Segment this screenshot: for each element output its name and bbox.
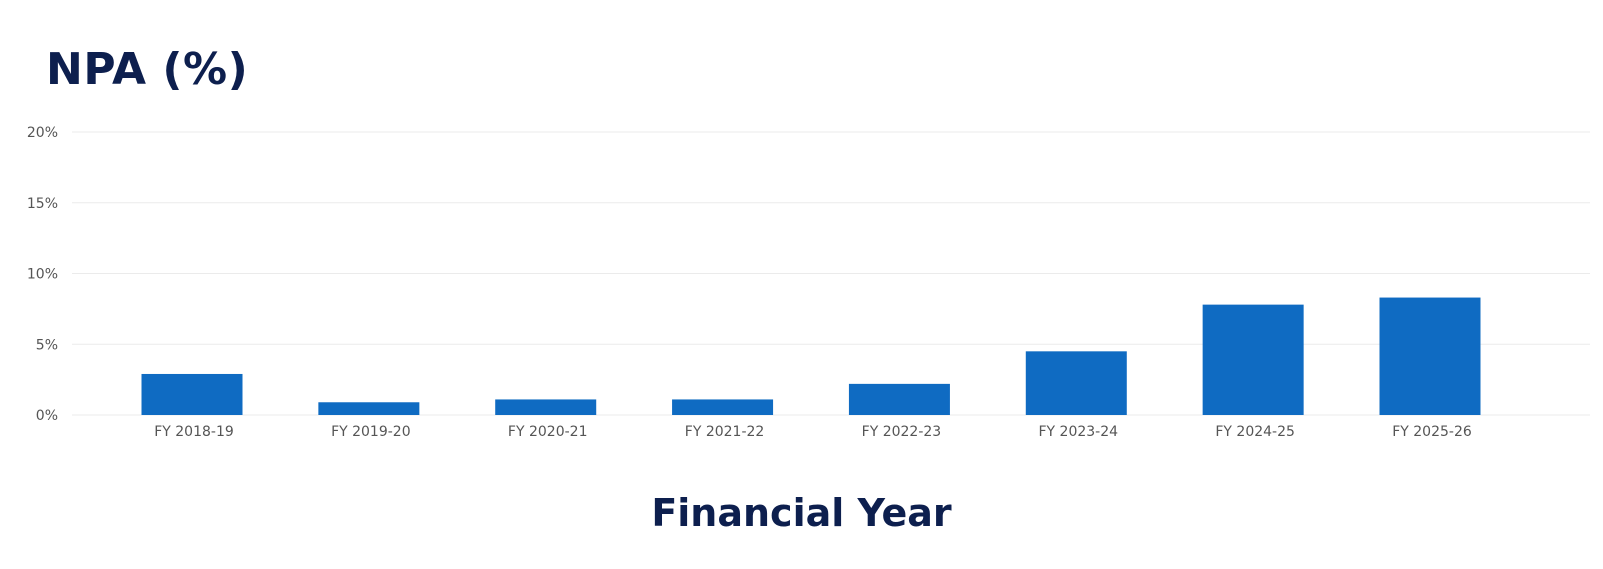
- bar: [495, 399, 597, 415]
- y-tick-label: 0%: [36, 408, 58, 424]
- gridlines: [72, 131, 1590, 416]
- y-tick-label: 10%: [27, 267, 58, 283]
- x-axis-ticks: FY 2018-19 FY 2019-20 FY 2020-21 FY 2021-22…: [154, 424, 1472, 440]
- bar: [672, 399, 774, 415]
- x-tick-label: FY 2025-26: [1392, 424, 1472, 440]
- bar: [318, 402, 420, 415]
- y-tick-label: 20%: [27, 125, 58, 141]
- x-tick-label: FY 2023-24: [1039, 424, 1119, 440]
- bar: [1202, 304, 1304, 415]
- bar: [848, 383, 950, 415]
- x-tick-label: FY 2018-19: [154, 424, 234, 440]
- x-axis-title: Financial Year: [651, 491, 952, 535]
- y-axis-ticks: 0% 5% 10% 15% 20%: [27, 125, 58, 424]
- x-tick-label: FY 2024-25: [1215, 424, 1295, 440]
- x-tick-label: FY 2021-22: [685, 424, 765, 440]
- x-tick-label: FY 2022-23: [862, 424, 942, 440]
- bar: [1379, 297, 1481, 415]
- y-tick-label: 15%: [27, 196, 58, 212]
- bars: [141, 297, 1481, 415]
- x-tick-label: FY 2019-20: [331, 424, 411, 440]
- bar: [141, 373, 243, 415]
- x-tick-label: FY 2020-21: [508, 424, 588, 440]
- y-tick-label: 5%: [36, 337, 58, 353]
- chart-title: NPA (%): [46, 44, 249, 95]
- bar: [1025, 351, 1127, 415]
